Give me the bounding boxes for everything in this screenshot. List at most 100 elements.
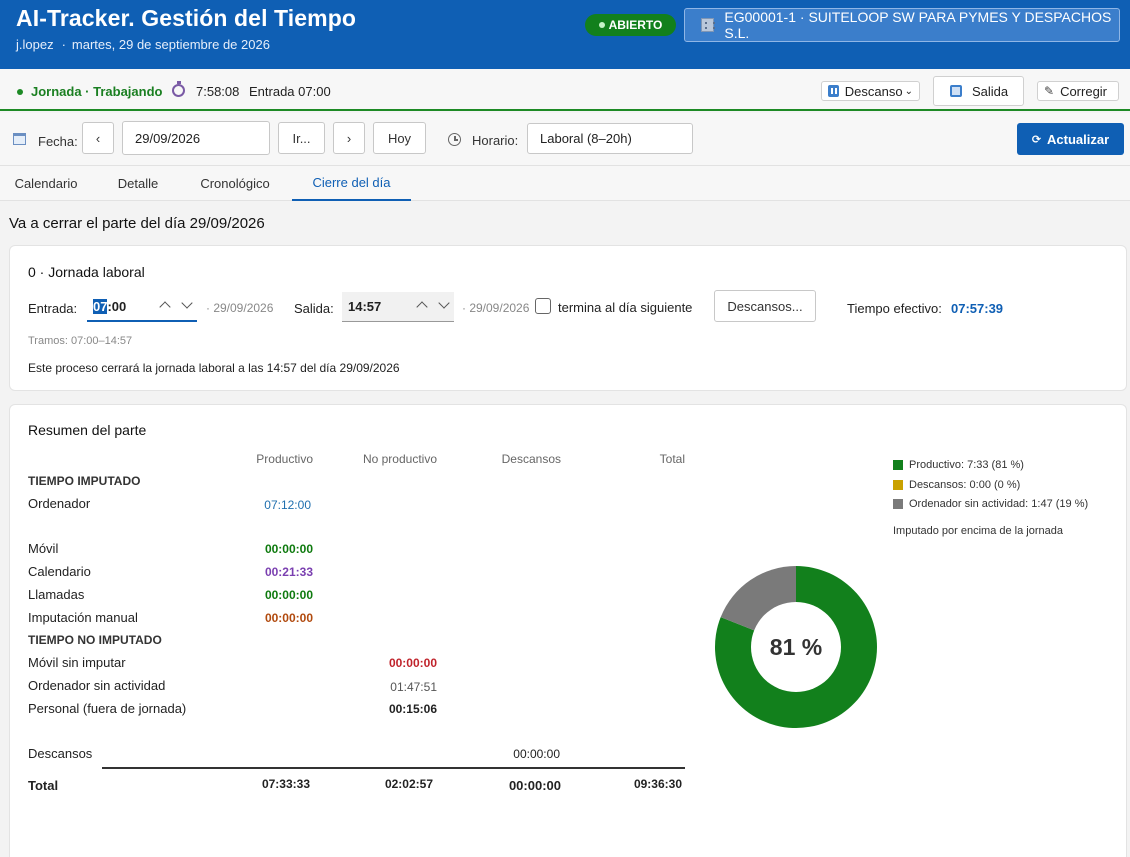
chevron-down-icon[interactable] xyxy=(181,297,193,309)
total-descansos: 00:00:00 xyxy=(508,778,561,793)
imputed-group-label: TIEMPO IMPUTADO xyxy=(28,474,141,488)
legend-item-ordenador-sin-actividad: Ordenador sin actividad: 1:47 (19 %) xyxy=(893,498,1088,510)
row-label: Llamadas xyxy=(28,587,85,602)
entry-minutes: :00 xyxy=(107,298,127,314)
workday-timer: 7:58:08 xyxy=(196,84,240,99)
refresh-icon: ⟳ xyxy=(1031,133,1042,146)
workday-card-title: 0 · Jornada laboral xyxy=(28,264,145,280)
exit-time-value: 14:57 xyxy=(348,299,382,314)
chart-note: Imputado por encima de la jornada xyxy=(893,525,1063,537)
segments-text: Tramos: 07:00–14:57 xyxy=(28,335,133,347)
row-label: Calendario xyxy=(28,564,91,579)
row-label: Ordenador sin actividad xyxy=(28,678,166,693)
tab-detalle[interactable]: Detalle xyxy=(117,176,159,191)
legend-label: Descansos: 0:00 (0 %) xyxy=(909,479,1021,491)
chevron-up-icon[interactable] xyxy=(416,301,428,313)
donut-center-label: 81 % xyxy=(770,634,822,660)
status-dot-icon xyxy=(598,22,605,28)
chevron-down-icon: ⌄ xyxy=(904,85,913,97)
next-day-label: termina al día siguiente xyxy=(558,300,693,315)
username: j.lopez xyxy=(16,37,54,52)
legend-label: Productivo: 7:33 (81 %) xyxy=(909,459,1024,471)
refresh-button[interactable]: ⟳ Actualizar xyxy=(1017,123,1124,155)
not-imputed-group-label: TIEMPO NO IMPUTADO xyxy=(28,633,162,647)
tab-cronologico[interactable]: Cronológico xyxy=(200,176,270,191)
legend-swatch xyxy=(893,499,903,509)
status-badge-label: ABIERTO xyxy=(608,18,663,32)
legend-swatch xyxy=(893,480,903,490)
page-title: Va a cerrar el parte del día 29/09/2026 xyxy=(9,215,265,232)
tab-calendario[interactable]: Calendario xyxy=(14,176,78,191)
user-date-line: j.lopez · martes, 29 de septiembre de 2026 xyxy=(16,37,270,52)
row-value: 00:00:00 xyxy=(264,611,313,625)
workday-status-label: Jornada · Trabajando xyxy=(31,84,163,99)
legend-item-descansos: Descansos: 0:00 (0 %) xyxy=(893,479,1020,491)
date-toolbar: Fecha: ‹ 29/09/2026 Ir... › Hoy Horario:… xyxy=(0,113,1130,166)
chevron-up-icon[interactable] xyxy=(159,301,171,313)
app-header: AI-Tracker. Gestión del Tiempo j.lopez · m… xyxy=(0,0,1130,69)
date-label: Fecha: xyxy=(38,134,78,149)
col-header-no-productivo: No productivo xyxy=(362,452,437,466)
row-value: 00:00:00 xyxy=(513,747,560,761)
row-value: 00:15:06 xyxy=(388,702,437,716)
summary-card: Resumen del parte Productivo No producti… xyxy=(9,404,1127,857)
stop-icon xyxy=(950,85,962,97)
break-button[interactable]: Descanso ⌄ xyxy=(821,81,920,101)
total-divider xyxy=(102,767,685,769)
effective-time-value: 07:57:39 xyxy=(951,301,1004,316)
pencil-icon: ✎ xyxy=(1044,84,1055,98)
separator-dot: · xyxy=(61,37,66,52)
app-title: AI-Tracker. Gestión del Tiempo xyxy=(16,5,357,31)
exit-button-label: Salida xyxy=(972,83,1009,99)
correct-button[interactable]: ✎ Corregir xyxy=(1037,81,1119,101)
stopwatch-icon xyxy=(172,81,185,97)
correct-button-label: Corregir xyxy=(1060,83,1108,99)
exit-time-input[interactable]: 14:57 xyxy=(342,292,454,322)
col-header-descansos: Descansos xyxy=(501,452,561,466)
row-value: 01:47:51 xyxy=(390,680,437,694)
today-button[interactable]: Hoy xyxy=(373,122,426,154)
exit-date: · 29/09/2026 xyxy=(462,301,530,315)
legend-item-productivo: Productivo: 7:33 (81 %) xyxy=(893,459,1024,471)
row-label: Ordenador xyxy=(28,496,91,511)
total-label: Total xyxy=(28,778,59,793)
col-header-total: Total xyxy=(659,452,685,466)
total-total: 09:36:30 xyxy=(633,777,682,791)
next-day-checkbox[interactable] xyxy=(535,298,551,314)
row-label: Móvil sin imputar xyxy=(28,655,126,670)
building-icon xyxy=(701,18,716,32)
breaks-button[interactable]: Descansos... xyxy=(714,290,816,322)
entry-time-input[interactable]: 07:00 xyxy=(87,292,197,322)
total-productivo: 07:33:33 xyxy=(261,777,310,791)
entry-hour-selection: 07 xyxy=(93,298,108,314)
current-date: martes, 29 de septiembre de 2026 xyxy=(71,37,270,52)
productivity-donut-chart: 81 % xyxy=(715,566,877,728)
legend-label: Ordenador sin actividad: 1:47 (19 %) xyxy=(909,498,1089,510)
company-label: EG00001-1 · SUITELOOP SW PARA PYMES Y DE… xyxy=(724,9,1112,41)
row-label: Móvil xyxy=(28,541,59,556)
schedule-select[interactable]: Laboral (8–20h) xyxy=(527,123,693,154)
row-value: 00:21:33 xyxy=(264,565,313,579)
calendar-icon xyxy=(13,133,26,145)
row-label: Imputación manual xyxy=(28,610,138,625)
exit-stepper[interactable] xyxy=(416,297,450,313)
tab-cierre-del-dia[interactable]: Cierre del día xyxy=(292,166,411,201)
clock-icon xyxy=(448,133,461,146)
prev-day-button[interactable]: ‹ xyxy=(82,122,114,154)
status-badge: ABIERTO xyxy=(585,14,676,36)
exit-label: Salida: xyxy=(294,301,334,316)
chevron-down-icon[interactable] xyxy=(438,297,450,309)
row-label: Descansos xyxy=(28,746,93,761)
date-input[interactable]: 29/09/2026 xyxy=(122,121,270,155)
entry-stepper[interactable] xyxy=(159,297,193,313)
total-no-productivo: 02:02:57 xyxy=(384,777,433,791)
entry-date: · 29/09/2026 xyxy=(206,301,274,315)
row-value: 00:00:00 xyxy=(264,542,313,556)
row-value: 00:00:00 xyxy=(388,656,437,670)
go-button[interactable]: Ir... xyxy=(278,122,325,154)
donut-hole xyxy=(751,602,841,692)
next-day-button[interactable]: › xyxy=(333,122,365,154)
company-selector-button[interactable]: EG00001-1 · SUITELOOP SW PARA PYMES Y DE… xyxy=(684,8,1120,42)
break-button-label: Descanso xyxy=(844,83,903,99)
exit-button[interactable]: Salida xyxy=(933,76,1024,106)
